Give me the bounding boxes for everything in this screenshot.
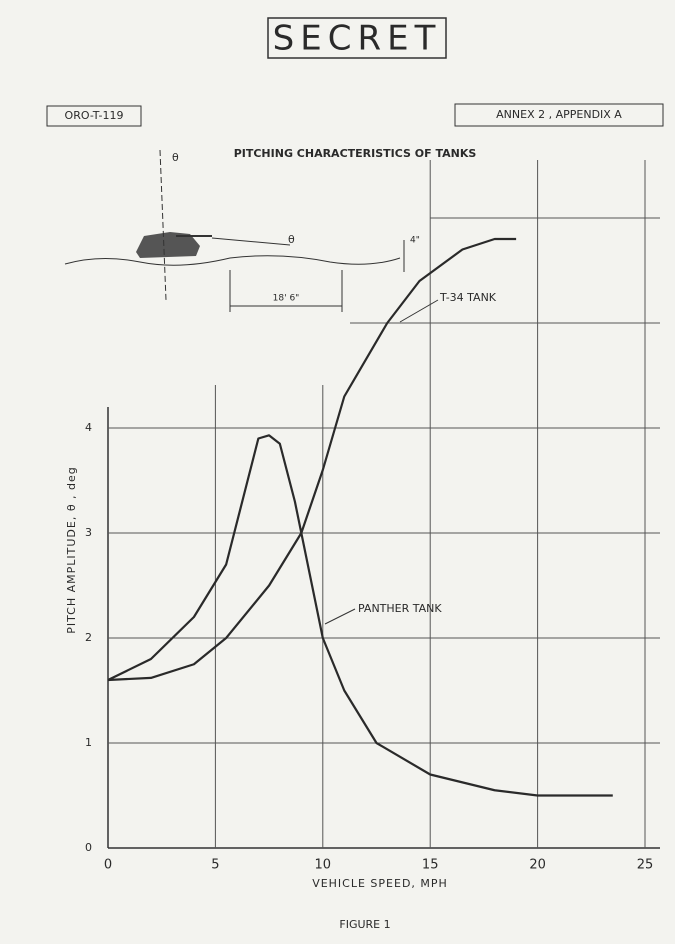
x-tick-label: 25 [637,858,654,873]
report-box [46,105,142,127]
x-tick-label: 15 [422,858,439,873]
gun-line [211,237,291,246]
y-axis-label: PITCH AMPLITUDE, θ , deg [65,466,78,634]
chart-title: PITCHING CHARACTERISTICS OF TANKS [234,147,477,160]
stamp-box [267,17,447,59]
leader-line [324,608,356,625]
y-tick-label: 2 [85,631,92,644]
report-id: ORO-T-119 [65,109,124,122]
terrain [64,255,401,266]
x-tick-label: 20 [529,858,546,873]
tank-hull [136,232,200,258]
x-tick-label: 0 [104,858,112,873]
angle-label: θ [172,151,179,164]
leader-line [399,299,439,323]
gun-angle-label: θ [288,233,295,246]
annex: ANNEX 2 , APPENDIX A [496,108,622,121]
y-tick-label: 3 [85,526,92,539]
stamp: SECRET [273,19,442,59]
x-tick-label: 5 [211,858,219,873]
y-tick-label: 0 [85,841,92,854]
y-tick-label: 4 [85,421,92,434]
y-tick-label: 1 [85,736,92,749]
series-line [107,434,613,797]
vertical-axis [159,149,167,301]
series-line [107,237,517,682]
x-axis-label: VEHICLE SPEED, MPH [312,877,448,890]
length-label: 18' 6" [273,294,300,304]
height-label: 4" [410,236,420,246]
annex-box [454,103,664,127]
x-tick-label: 10 [315,858,332,873]
series-label: PANTHER TANK [358,602,442,615]
caption: FIGURE 1 [339,918,390,931]
series-label: T-34 TANK [439,291,497,304]
